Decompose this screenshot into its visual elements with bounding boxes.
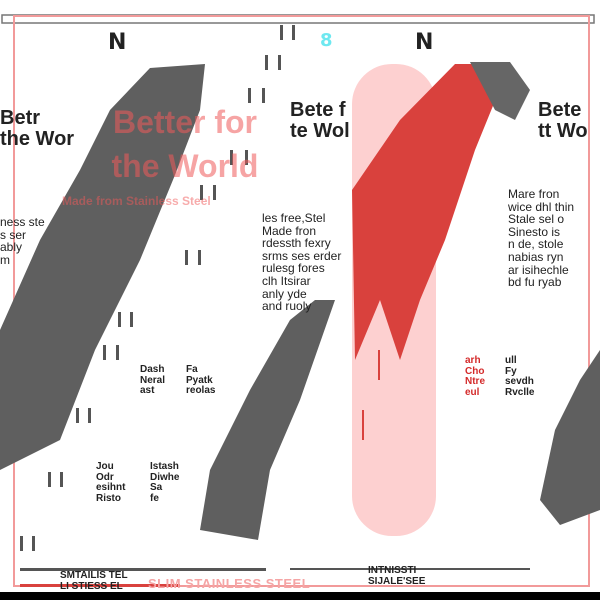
red-bottle-cap [470,62,530,120]
grey-bottle-middle [200,300,335,540]
grey-bottle-left [0,64,205,470]
feature-label-6: ull Fy sevdh Rvclle [505,355,535,398]
feature-label-5: arh Cho Ntre eul [465,355,486,398]
red-bottle [352,64,510,360]
feature-label-2: Fa Pyatk reolas [186,364,216,396]
garbled-bottom-left: SMTAILIS TEL LI STIESS EL [60,570,128,592]
headline-line-2: the World [111,148,259,184]
headline-line-1: Better for [112,104,257,140]
garbled-heading-right: Bete tt Wo [538,99,588,142]
footer-bar [0,592,600,600]
red-glitch-bars [20,310,402,587]
feature-label-1: Dash Neral ast [140,364,166,396]
garbled-heading-left: Betr the Wor [0,107,75,150]
garbled-body-left: ness ste s ser ably m [0,215,45,267]
brand-logo-right: N [415,30,434,55]
feature-label-3: Jou Odr esihnt Risto [96,461,126,504]
garbled-heading-center: Bete f te Wol [290,99,350,142]
subheadline: Made from Stainless Steel [62,194,211,208]
brand-logo-cyan: 8 [320,30,333,51]
grey-bottle-right [540,350,600,525]
feature-label-4: Istash Diwhe Sa fe [150,461,180,504]
garbled-body-right: Mare fron wice dhl thin Stale sel o Sine… [508,187,575,290]
bottom-label: SLIM STAINLESS STEEL [148,576,311,591]
garbled-bottom-right: INTNISSTI SIJALE'SEE [368,565,426,587]
glitch-bars [20,25,530,571]
headline: Better for the World [95,100,275,188]
garbled-body-center: les free,Stel Made fron rdessth fexry sr… [262,211,342,314]
brand-logo-left: N [108,30,127,55]
